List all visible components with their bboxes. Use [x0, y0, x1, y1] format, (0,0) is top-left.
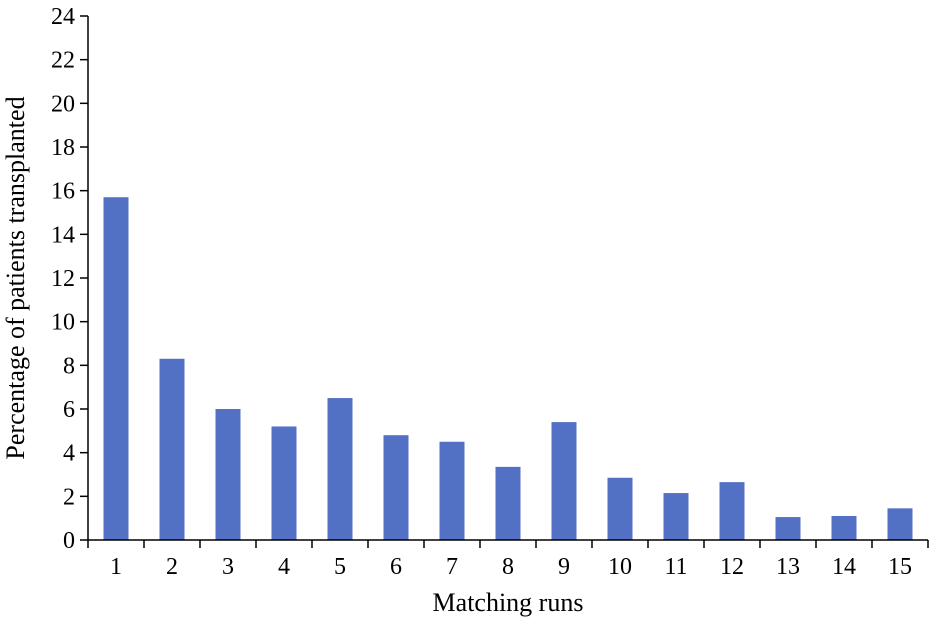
- y-tick-label: 24: [51, 4, 75, 30]
- bar-13: [775, 517, 801, 540]
- x-tick-label: 4: [278, 554, 290, 580]
- x-tick-label: 14: [832, 554, 856, 580]
- y-tick-label: 6: [63, 397, 75, 423]
- x-axis-label: Matching runs: [433, 588, 584, 617]
- x-tick-label: 10: [608, 554, 632, 580]
- bar-5: [327, 398, 353, 540]
- bar-9: [551, 422, 577, 540]
- x-tick-label: 7: [446, 554, 458, 580]
- x-ticks: 1 2 3 4 5 6 7 8 9 10 11 12 13 14 15: [87, 540, 929, 580]
- y-tick-label: 8: [63, 353, 75, 379]
- bar-6: [383, 435, 409, 540]
- y-tick-label: 14: [51, 222, 75, 248]
- bar-4: [271, 426, 297, 540]
- x-tick-label: 13: [776, 554, 800, 580]
- x-tick-label: 1: [110, 554, 122, 580]
- x-tick-label: 9: [558, 554, 570, 580]
- y-tick-label: 16: [51, 179, 75, 205]
- bar-14: [831, 515, 857, 540]
- bar-15: [887, 508, 913, 540]
- x-tick-label: 2: [166, 554, 178, 580]
- y-tick-label: 0: [63, 528, 75, 554]
- y-axis-label: Percentage of patients transplanted: [1, 96, 30, 459]
- bar-7: [439, 441, 465, 540]
- bar-10: [607, 477, 633, 540]
- bar-2: [159, 358, 185, 540]
- x-tick-label: 5: [334, 554, 346, 580]
- axes-layer: [87, 16, 928, 541]
- y-tick-label: 10: [51, 310, 75, 336]
- y-tick-label: 2: [63, 484, 75, 510]
- x-tick-label: 6: [390, 554, 402, 580]
- bar-1: [103, 197, 129, 540]
- y-tick-label: 22: [51, 48, 75, 74]
- y-tick-label: 12: [51, 266, 75, 292]
- bar-11: [663, 493, 689, 540]
- bar-12: [719, 482, 745, 540]
- bars-layer: [103, 197, 913, 540]
- x-tick-label: 12: [720, 554, 744, 580]
- y-tick-label: 18: [51, 135, 75, 161]
- x-tick-label: 3: [222, 554, 234, 580]
- x-tick-label: 8: [502, 554, 514, 580]
- bar-3: [215, 409, 241, 540]
- x-tick-label: 15: [888, 554, 912, 580]
- x-tick-label: 11: [664, 554, 687, 580]
- y-tick-label: 20: [51, 91, 75, 117]
- bar-8: [495, 466, 521, 540]
- y-tick-label: 4: [63, 441, 75, 467]
